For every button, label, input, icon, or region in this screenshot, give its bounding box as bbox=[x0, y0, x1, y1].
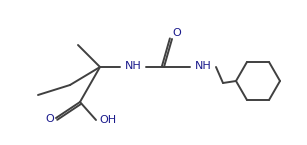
Text: NH: NH bbox=[195, 61, 212, 71]
Text: OH: OH bbox=[99, 115, 117, 125]
Text: O: O bbox=[46, 114, 54, 124]
Text: NH: NH bbox=[125, 61, 142, 71]
Text: O: O bbox=[173, 28, 181, 38]
